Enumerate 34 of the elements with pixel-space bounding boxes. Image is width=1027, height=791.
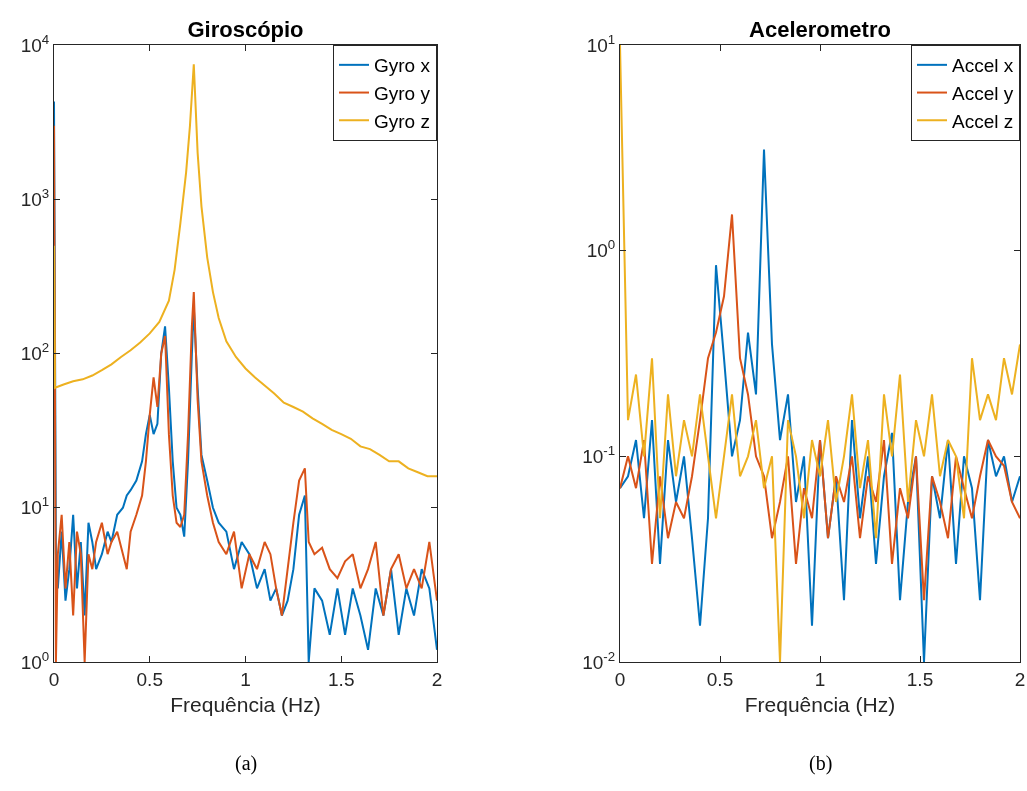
legend-label: Gyro z [374, 110, 430, 132]
x-tick-label: 2 [1014, 668, 1026, 690]
legend-label: Accel z [952, 110, 1014, 132]
x-tick-label: 1.5 [328, 668, 355, 690]
y-tick-label: 10$^{0}$ [586, 237, 616, 262]
x-tick-label: 0.5 [706, 668, 734, 690]
line-series [620, 213, 1020, 602]
y-tick-label: 10$^{1}$ [20, 494, 50, 519]
x-axis-title: Frequência (Hz) [744, 693, 896, 716]
legend-label: Gyro y [374, 82, 431, 104]
y-tick-label: 10$^{2}$ [20, 340, 50, 365]
y-tick-label: 10$^{4}$ [20, 31, 50, 56]
y-tick-label: 10$^{-2}$ [582, 648, 616, 673]
y-tick-label: 10$^{0}$ [20, 648, 50, 673]
line-series [620, 45, 1020, 662]
chart-title: Giroscópio [187, 17, 304, 43]
text: (a) [235, 752, 258, 775]
x-tick-label: 1 [814, 668, 826, 690]
x-tick-label: 1 [240, 668, 251, 690]
legend-label: Gyro x [374, 55, 431, 77]
chart-title: Acelerometro [749, 17, 891, 43]
legend-label: Accel x [952, 55, 1014, 77]
text: (b) [809, 752, 833, 775]
legend-label: Accel y [952, 82, 1014, 104]
x-tick-label: 0 [48, 668, 60, 690]
y-tick-label: 10$^{1}$ [586, 31, 616, 56]
y-tick-label: 10$^{-1}$ [582, 443, 616, 467]
x-axis-title: Frequência (Hz) [170, 693, 321, 716]
x-tick-label: 0.5 [136, 668, 163, 690]
line-series [620, 148, 1020, 662]
x-tick-label: 1.5 [906, 668, 934, 690]
x-tick-label: 2 [431, 668, 443, 690]
x-tick-label: 0 [614, 668, 626, 690]
y-tick-label: 10$^{3}$ [20, 185, 50, 210]
